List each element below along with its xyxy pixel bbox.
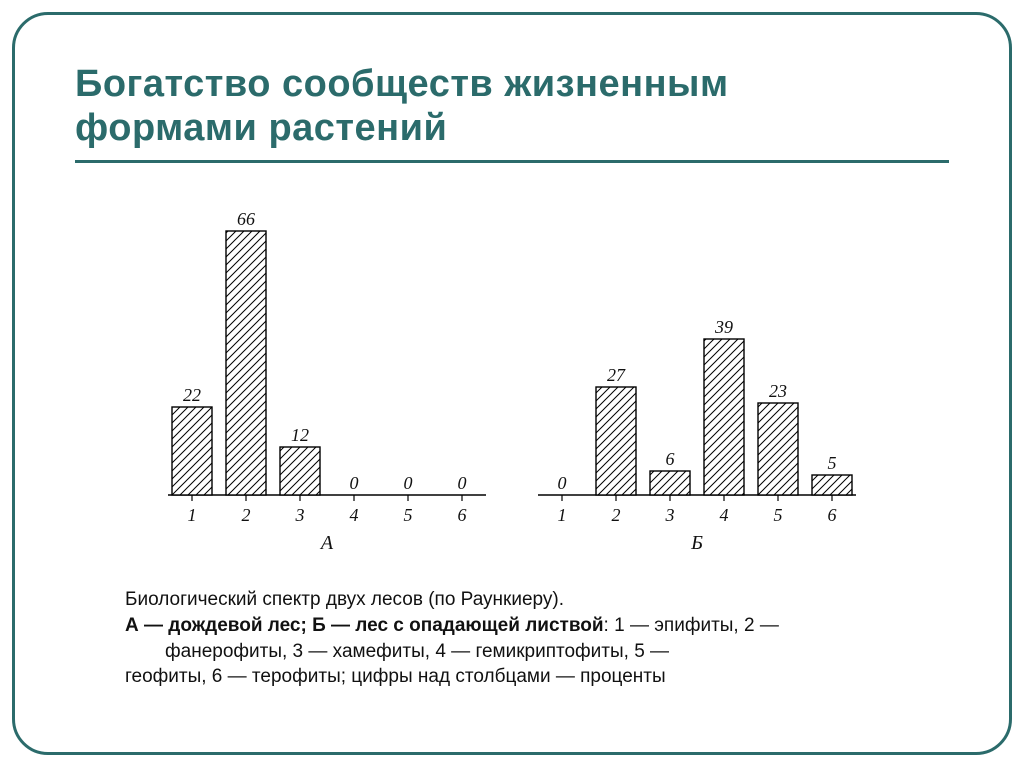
caption: Биологический спектр двух лесов (по Раун… (75, 587, 949, 690)
svg-text:2: 2 (242, 505, 251, 525)
svg-text:6: 6 (828, 505, 837, 525)
title-underline (75, 160, 949, 163)
svg-text:12: 12 (291, 425, 309, 445)
slide-content: Богатство сообществ жизненным формами ра… (15, 15, 1009, 720)
svg-text:27: 27 (607, 365, 626, 385)
svg-text:0: 0 (404, 473, 413, 493)
svg-text:Б: Б (690, 532, 703, 554)
caption-line-3: фанерофиты, 3 — хамефиты, 4 — гемикрипто… (125, 639, 949, 665)
page-title: Богатство сообществ жизненным формами ра… (75, 63, 949, 150)
caption-line-2-rest: : 1 — эпифиты, 2 — (604, 615, 779, 636)
svg-text:5: 5 (774, 505, 783, 525)
chart-row: 22 1 66 2 12 3 0 4 0 5 0 6 А 0 1 27 2 6 3 39 4 23 5 5 6 Б (75, 185, 949, 565)
svg-text:6: 6 (458, 505, 467, 525)
chart-a: 22 1 66 2 12 3 0 4 0 5 0 6 А (162, 185, 492, 565)
svg-text:3: 3 (295, 505, 305, 525)
slide-frame: Богатство сообществ жизненным формами ра… (12, 12, 1012, 755)
svg-text:5: 5 (828, 453, 837, 473)
svg-text:1: 1 (188, 505, 197, 525)
chart-b: 0 1 27 2 6 3 39 4 23 5 5 6 Б (532, 185, 862, 565)
svg-text:А: А (319, 532, 334, 554)
caption-line-1: Биологический спектр двух лесов (по Раун… (125, 589, 564, 610)
svg-text:0: 0 (558, 473, 567, 493)
svg-text:4: 4 (350, 505, 359, 525)
caption-line-2-bold: А — дождевой лес; Б — лес с опадающей ли… (125, 615, 604, 636)
svg-text:6: 6 (666, 449, 675, 469)
title-line-1: Богатство сообществ жизненным (75, 63, 729, 105)
svg-text:5: 5 (404, 505, 413, 525)
svg-text:39: 39 (714, 317, 733, 337)
svg-text:66: 66 (237, 209, 255, 229)
caption-line-4: геофиты, 6 — терофиты; цифры над столбца… (125, 666, 666, 687)
svg-text:0: 0 (458, 473, 467, 493)
svg-text:1: 1 (558, 505, 567, 525)
svg-text:22: 22 (183, 385, 201, 405)
title-line-2: формами растений (75, 107, 447, 149)
svg-text:23: 23 (769, 381, 787, 401)
svg-text:4: 4 (720, 505, 729, 525)
svg-text:3: 3 (665, 505, 675, 525)
svg-text:2: 2 (612, 505, 621, 525)
svg-text:0: 0 (350, 473, 359, 493)
